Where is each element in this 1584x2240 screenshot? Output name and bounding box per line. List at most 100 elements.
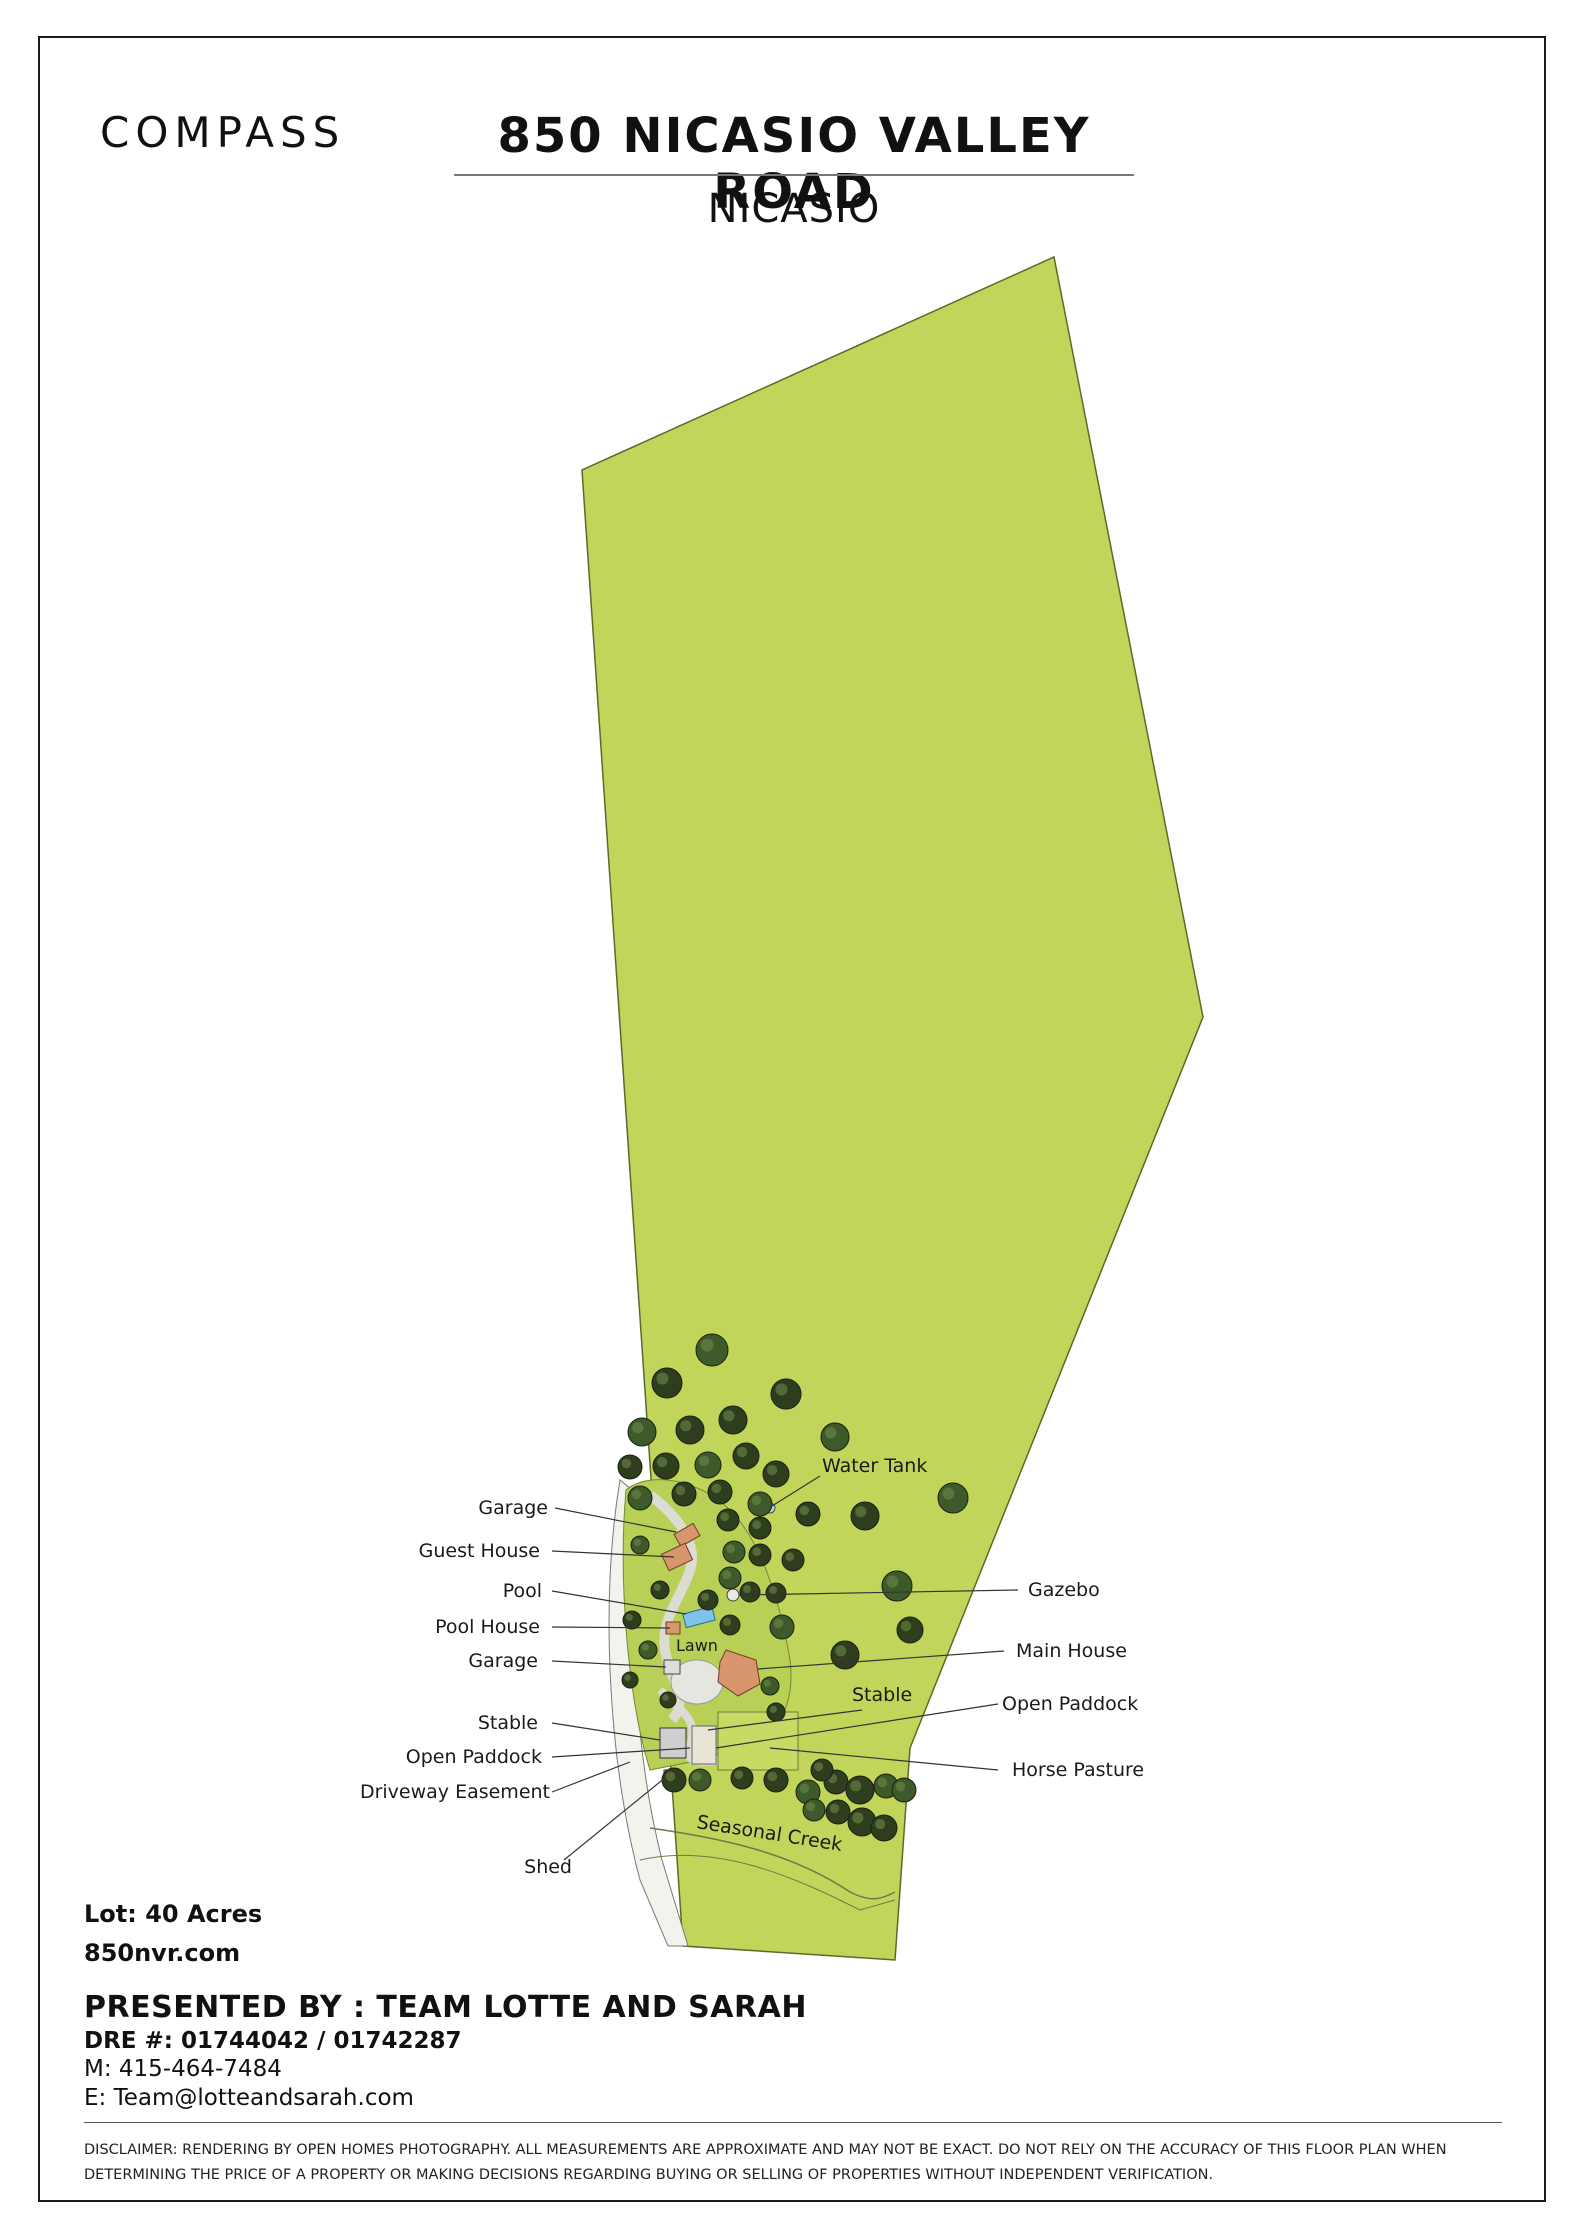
- tree-canopy: [638, 1640, 658, 1660]
- tree-highlight: [855, 1506, 867, 1518]
- tree-highlight: [785, 1552, 795, 1562]
- tree-highlight: [752, 1547, 762, 1557]
- tree-canopy: [730, 1766, 754, 1790]
- tree-canopy: [850, 1501, 880, 1531]
- tree-highlight: [723, 1618, 731, 1626]
- tree-canopy: [765, 1582, 787, 1604]
- tree-canopy: [760, 1676, 780, 1696]
- tree-highlight: [829, 1803, 840, 1814]
- label-stable-right: Stable: [852, 1684, 912, 1706]
- website-link[interactable]: 850nvr.com: [84, 1939, 241, 1967]
- tree-canopy: [870, 1814, 898, 1842]
- tree-highlight: [886, 1575, 899, 1588]
- tree-highlight: [653, 1583, 661, 1591]
- tree-highlight: [656, 1456, 668, 1468]
- tree-highlight: [769, 1705, 777, 1713]
- tree-highlight: [900, 1620, 912, 1632]
- tree-highlight: [722, 1570, 732, 1580]
- tree-highlight: [726, 1544, 736, 1554]
- compass-logo: COMPASS: [100, 108, 346, 157]
- tree-canopy: [671, 1481, 697, 1507]
- garage-top-building: [673, 1522, 701, 1548]
- tree-canopy: [627, 1485, 653, 1511]
- tree-highlight: [631, 1489, 642, 1500]
- tree-canopy: [770, 1378, 802, 1410]
- tree-canopy: [891, 1777, 917, 1803]
- tree-highlight: [763, 1679, 771, 1687]
- tree-canopy: [845, 1775, 875, 1805]
- page-frame: [38, 36, 1546, 2202]
- tree-canopy: [651, 1367, 683, 1399]
- tree-highlight: [874, 1818, 886, 1830]
- tree-canopy: [810, 1758, 834, 1782]
- tree-canopy: [830, 1640, 860, 1670]
- tree-canopy: [896, 1616, 924, 1644]
- tree-canopy: [748, 1543, 772, 1567]
- label-driveway-easement: Driveway Easement: [360, 1781, 550, 1803]
- tree-highlight: [641, 1643, 649, 1651]
- tree-highlight: [632, 1422, 644, 1434]
- property-title: 850 NICASIO VALLEY ROAD: [497, 108, 1091, 220]
- tree-highlight: [680, 1420, 692, 1432]
- tree-highlight: [698, 1455, 710, 1467]
- tree-canopy: [675, 1415, 705, 1445]
- tree-canopy: [621, 1671, 639, 1689]
- label-open-paddock-left: Open Paddock: [406, 1746, 542, 1768]
- lot-size: Lot: 40 Acres: [84, 1900, 263, 1928]
- label-garage-top: Garage: [478, 1497, 548, 1519]
- tree-canopy: [732, 1442, 760, 1470]
- tree-highlight: [665, 1771, 676, 1782]
- tree-canopy: [825, 1799, 851, 1825]
- tree-highlight: [835, 1645, 847, 1657]
- tree-canopy: [622, 1610, 642, 1630]
- leader-lines: [551, 1475, 1019, 1861]
- tree-highlight: [767, 1771, 778, 1782]
- tree-canopy: [739, 1581, 761, 1603]
- tree-canopy: [795, 1501, 821, 1527]
- tree-canopy: [802, 1798, 826, 1822]
- pool-shape: [682, 1605, 716, 1629]
- stable-building: [659, 1727, 687, 1759]
- property-city: NICASIO: [707, 186, 881, 232]
- tree-highlight: [766, 1464, 778, 1476]
- footer-divider: [84, 2122, 1502, 2123]
- tree-canopy: [820, 1422, 850, 1452]
- main-house-building: [717, 1649, 761, 1697]
- tree-highlight: [701, 1593, 709, 1601]
- tree-canopy: [688, 1768, 712, 1792]
- tree-highlight: [799, 1505, 810, 1516]
- tree-highlight: [675, 1485, 686, 1496]
- phone-number[interactable]: M: 415-464-7484: [84, 2056, 282, 2082]
- tree-canopy: [769, 1614, 795, 1640]
- tree-canopy: [718, 1405, 748, 1435]
- tree-canopy: [659, 1691, 677, 1709]
- tree-highlight: [877, 1777, 888, 1788]
- tree-canopy: [748, 1516, 772, 1540]
- tree-highlight: [720, 1512, 730, 1522]
- tree-canopy: [627, 1417, 657, 1447]
- tree-canopy: [652, 1452, 680, 1480]
- creek-bank-line: [639, 1854, 896, 1911]
- tree-canopy: [719, 1614, 741, 1636]
- label-lawn: Lawn: [676, 1636, 718, 1655]
- label-gazebo: Gazebo: [1028, 1579, 1100, 1601]
- tree-highlight: [711, 1483, 722, 1494]
- guest-house-building: [660, 1542, 694, 1572]
- tree-highlight: [723, 1410, 735, 1422]
- label-pool-house: Pool House: [435, 1616, 540, 1638]
- tree-canopy: [650, 1580, 670, 1600]
- label-main-house: Main House: [1016, 1640, 1127, 1662]
- email-address[interactable]: E: Team@lotteandsarah.com: [84, 2085, 414, 2111]
- tree-highlight: [773, 1618, 784, 1629]
- presented-by: PRESENTED BY : TEAM LOTTE AND SARAH: [84, 1990, 807, 2025]
- tree-highlight: [799, 1783, 810, 1794]
- tree-highlight: [814, 1762, 824, 1772]
- tree-canopy: [718, 1566, 742, 1590]
- disclaimer-text: DISCLAIMER: RENDERING BY OPEN HOMES PHOT…: [84, 2142, 1447, 2183]
- garage-bottom-building: [663, 1659, 681, 1675]
- tree-highlight: [752, 1520, 762, 1530]
- tree-highlight: [624, 1674, 631, 1681]
- tree-highlight: [633, 1538, 641, 1546]
- tree-canopy: [694, 1451, 722, 1479]
